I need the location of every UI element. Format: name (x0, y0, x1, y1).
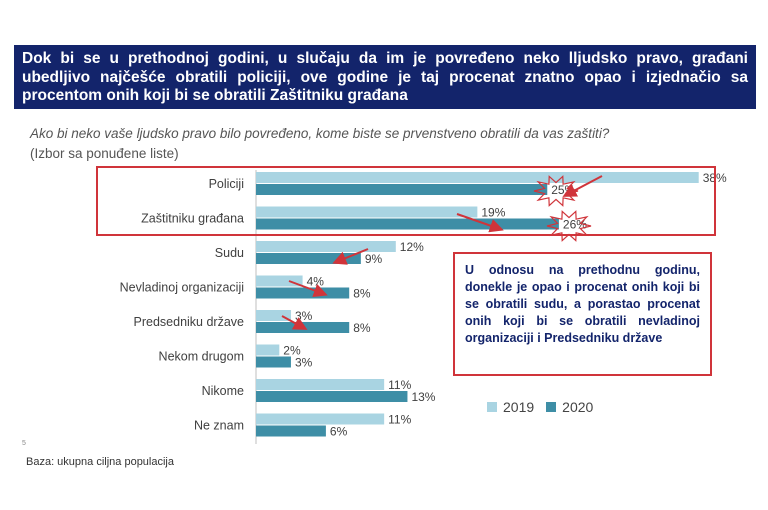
data-label-2019: 11% (388, 413, 411, 427)
bar-2020 (256, 218, 559, 230)
legend-label-2020: 2020 (562, 399, 594, 415)
question-note: (Izbor sa ponuđene liste) (30, 146, 179, 161)
data-label-2019: 12% (400, 240, 424, 254)
headline-box: Dok bi se u prethodnoj godini, u slučaju… (14, 45, 756, 109)
change-arrow (562, 175, 603, 197)
bar-2020 (256, 287, 350, 299)
starburst-marker (533, 175, 579, 207)
category-label: Zaštitniku građana (141, 212, 244, 226)
category-label: Ne znam (194, 419, 244, 433)
change-arrow (281, 315, 308, 330)
category-label: Nekom drugom (159, 350, 244, 364)
bar-2019 (256, 275, 303, 287)
callout-box: U odnosu na prethodnu godinu, donekle je… (453, 252, 712, 376)
data-label-2020: 6% (330, 425, 348, 439)
bar-2019 (256, 241, 396, 252)
category-label: Sudu (215, 246, 244, 260)
change-arrow (332, 248, 369, 265)
bar-2019 (256, 344, 280, 356)
bar-2019 (256, 413, 385, 425)
category-label: Predsedniku države (134, 315, 245, 329)
bar-2020 (256, 184, 548, 195)
base-note: Baza: ukupna ciljna populacija (26, 456, 174, 468)
bar-2020 (256, 253, 361, 264)
legend-swatch-2020 (546, 402, 557, 412)
data-label-2020: 13% (411, 390, 435, 404)
bar-2019 (256, 379, 385, 390)
category-label: Nevladinoj organizaciji (120, 281, 244, 295)
data-label-2020: 8% (353, 287, 371, 301)
data-label-2019: 19% (481, 206, 505, 220)
page-number: 5 (22, 440, 26, 447)
category-label: Policiji (209, 177, 244, 191)
legend-item-2020: 2020 (546, 399, 593, 415)
chart-legend: 2019 2020 (487, 399, 593, 415)
data-label-2020: 9% (365, 252, 383, 266)
data-label-2019: 3% (295, 309, 313, 323)
data-label-2020: 8% (353, 321, 371, 335)
data-label-2019: 4% (307, 275, 325, 289)
starburst-marker (546, 210, 592, 242)
data-label-2019: 2% (283, 344, 301, 358)
data-label-2020: 3% (295, 356, 313, 370)
change-arrow (288, 280, 328, 298)
legend-item-2019: 2019 (487, 399, 534, 415)
change-arrow (456, 213, 504, 233)
highlight-box (96, 166, 716, 236)
bar-2020 (256, 425, 326, 437)
bar-2019 (256, 206, 478, 218)
callout-text: U odnosu na prethodnu godinu, donekle je… (465, 263, 700, 345)
data-label-2019: 11% (388, 378, 411, 392)
headline-text: Dok bi se u prethodnoj godini, u slučaju… (22, 50, 748, 104)
bar-2019 (256, 310, 291, 321)
bar-2019 (256, 172, 699, 183)
survey-question: Ako bi neko vaše ljudsko pravo bilo povr… (30, 126, 610, 141)
category-label: Nikome (202, 384, 244, 398)
legend-swatch-2019 (487, 402, 497, 412)
bar-2020 (256, 356, 291, 368)
bar-2020 (256, 391, 408, 402)
legend-label-2019: 2019 (503, 399, 535, 415)
